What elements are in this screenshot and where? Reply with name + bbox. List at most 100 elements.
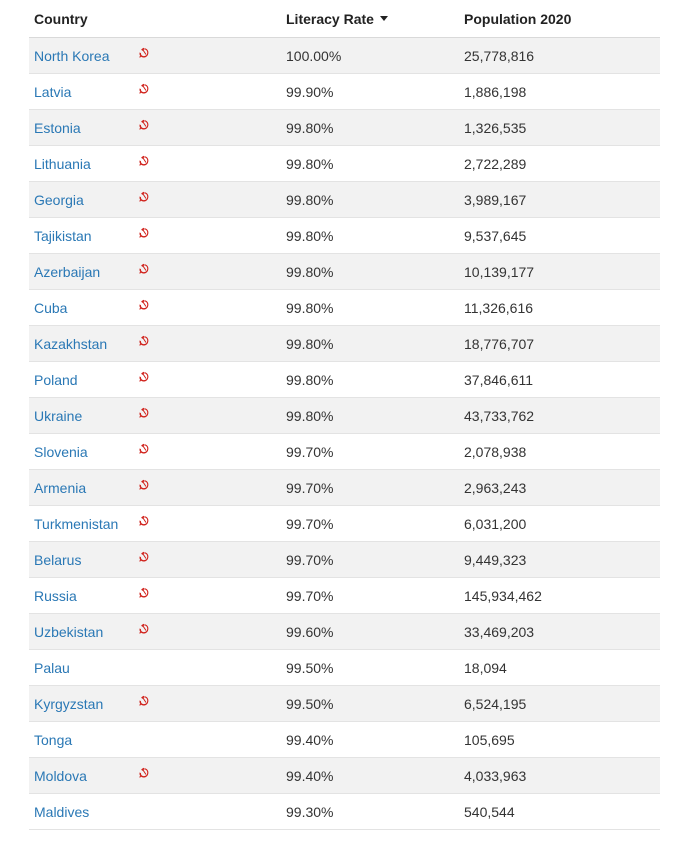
country-link[interactable]: Tonga: [34, 731, 73, 748]
population-cell: 37,846,611: [459, 361, 660, 398]
literacy-rate-cell: 100.00%: [281, 37, 459, 74]
hammer-sickle-icon: [138, 695, 150, 707]
table-body: North Korea 100.00% 25,778,816 Latvia 99.90%…: [29, 37, 660, 830]
country-link[interactable]: Belarus: [34, 551, 82, 568]
population-cell: 25,778,816: [459, 37, 660, 74]
hammer-sickle-icon: [138, 407, 150, 419]
literacy-rate-cell: 99.80%: [281, 109, 459, 146]
hammer-sickle-icon: [138, 263, 150, 275]
country-cell: Kazakhstan: [29, 325, 281, 362]
population-cell: 6,031,200: [459, 505, 660, 542]
population-cell: 9,537,645: [459, 217, 660, 254]
population-cell: 9,449,323: [459, 541, 660, 578]
table-row: Estonia 99.80% 1,326,535: [29, 109, 660, 146]
country-cell: Slovenia: [29, 433, 281, 470]
country-link[interactable]: Estonia: [34, 119, 81, 136]
hammer-sickle-icon: [138, 299, 150, 311]
country-cell: Tonga: [29, 721, 281, 758]
country-cell: Azerbaijan: [29, 253, 281, 290]
country-link[interactable]: Armenia: [34, 479, 87, 496]
population-column-header[interactable]: Population 2020: [459, 0, 660, 38]
country-cell: Uzbekistan: [29, 613, 281, 650]
table-row: Tajikistan 99.80% 9,537,645: [29, 217, 660, 254]
country-link[interactable]: Slovenia: [34, 443, 88, 460]
table-row: Belarus 99.70% 9,449,323: [29, 541, 660, 578]
table-row: Latvia 99.90% 1,886,198: [29, 73, 660, 110]
table-row: Georgia 99.80% 3,989,167: [29, 181, 660, 218]
country-link[interactable]: Palau: [34, 659, 70, 676]
literacy-rate-cell: 99.50%: [281, 685, 459, 722]
literacy-rate-column-header[interactable]: Literacy Rate: [281, 0, 459, 38]
country-cell: Armenia: [29, 469, 281, 506]
literacy-rate-cell: 99.70%: [281, 505, 459, 542]
country-link[interactable]: Ukraine: [34, 407, 83, 424]
country-cell: Palau: [29, 649, 281, 686]
literacy-rate-cell: 99.80%: [281, 289, 459, 326]
population-cell: 1,886,198: [459, 73, 660, 110]
sort-descending-icon: [379, 16, 388, 22]
population-cell: 10,139,177: [459, 253, 660, 290]
literacy-rate-cell: 99.40%: [281, 757, 459, 794]
table-row: Maldives 99.30% 540,544: [29, 793, 660, 830]
table-row: Palau 99.50% 18,094: [29, 649, 660, 686]
table-row: Azerbaijan 99.80% 10,139,177: [29, 253, 660, 290]
population-cell: 43,733,762: [459, 397, 660, 434]
country-link[interactable]: Russia: [34, 587, 77, 604]
country-link[interactable]: Turkmenistan: [34, 515, 119, 532]
country-cell: Latvia: [29, 73, 281, 110]
population-header-label: Population 2020: [464, 10, 572, 27]
literacy-rate-cell: 99.70%: [281, 433, 459, 470]
table-row: North Korea 100.00% 25,778,816: [29, 37, 660, 74]
country-header-label: Country: [34, 10, 88, 27]
literacy-rate-cell: 99.80%: [281, 325, 459, 362]
country-link[interactable]: Lithuania: [34, 155, 91, 172]
country-link[interactable]: Maldives: [34, 803, 90, 820]
table-row: Tonga 99.40% 105,695: [29, 721, 660, 758]
hammer-sickle-icon: [138, 47, 150, 59]
country-link[interactable]: Uzbekistan: [34, 623, 104, 640]
country-column-header[interactable]: Country: [29, 0, 281, 38]
literacy-rate-cell: 99.80%: [281, 253, 459, 290]
literacy-rate-cell: 99.30%: [281, 793, 459, 830]
country-cell: Turkmenistan: [29, 505, 281, 542]
table-row: Ukraine 99.80% 43,733,762: [29, 397, 660, 434]
population-cell: 2,963,243: [459, 469, 660, 506]
table-row: Slovenia 99.70% 2,078,938: [29, 433, 660, 470]
hammer-sickle-icon: [138, 515, 150, 527]
country-link[interactable]: Tajikistan: [34, 227, 92, 244]
country-link[interactable]: Azerbaijan: [34, 263, 101, 280]
population-cell: 33,469,203: [459, 613, 660, 650]
literacy-rate-cell: 99.50%: [281, 649, 459, 686]
country-link[interactable]: North Korea: [34, 47, 110, 64]
country-cell: Moldova: [29, 757, 281, 794]
table-row: Uzbekistan 99.60% 33,469,203: [29, 613, 660, 650]
population-cell: 2,078,938: [459, 433, 660, 470]
country-link[interactable]: Kazakhstan: [34, 335, 108, 352]
literacy-rate-cell: 99.80%: [281, 361, 459, 398]
literacy-rate-cell: 99.90%: [281, 73, 459, 110]
country-cell: Tajikistan: [29, 217, 281, 254]
table-header: Country Literacy Rate Population 2020: [29, 0, 660, 38]
country-cell: Poland: [29, 361, 281, 398]
country-link[interactable]: Moldova: [34, 767, 87, 784]
table-row: Armenia 99.70% 2,963,243: [29, 469, 660, 506]
hammer-sickle-icon: [138, 191, 150, 203]
hammer-sickle-icon: [138, 335, 150, 347]
country-cell: Maldives: [29, 793, 281, 830]
country-cell: Estonia: [29, 109, 281, 146]
table-row: Lithuania 99.80% 2,722,289: [29, 145, 660, 182]
literacy-header-label: Literacy Rate: [286, 10, 374, 27]
country-cell: Ukraine: [29, 397, 281, 434]
country-link[interactable]: Latvia: [34, 83, 72, 100]
country-link[interactable]: Poland: [34, 371, 78, 388]
population-cell: 105,695: [459, 721, 660, 758]
country-link[interactable]: Georgia: [34, 191, 84, 208]
literacy-rate-cell: 99.70%: [281, 541, 459, 578]
literacy-table-container: Country Literacy Rate Population 2020 No…: [29, 0, 660, 830]
population-cell: 11,326,616: [459, 289, 660, 326]
population-cell: 18,094: [459, 649, 660, 686]
literacy-rate-cell: 99.80%: [281, 217, 459, 254]
country-link[interactable]: Cuba: [34, 299, 68, 316]
header-row: Country Literacy Rate Population 2020: [29, 0, 660, 38]
country-link[interactable]: Kyrgyzstan: [34, 695, 104, 712]
